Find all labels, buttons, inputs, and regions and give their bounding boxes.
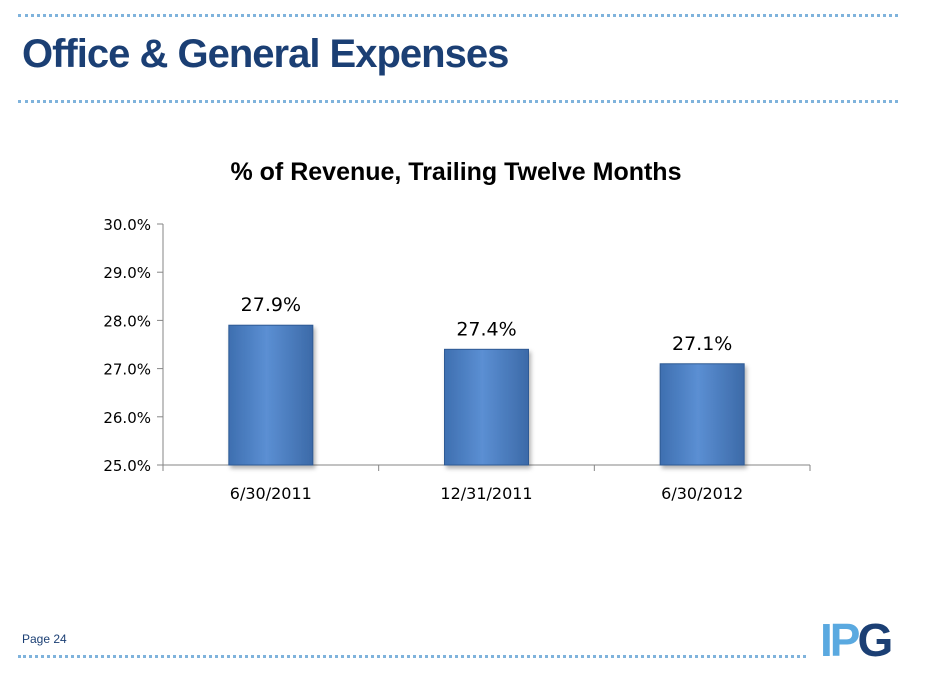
bar-data-label: 27.4% [456, 318, 516, 340]
bottom-dotted-divider [18, 655, 806, 658]
y-tick-label: 26.0% [103, 409, 151, 427]
bar [444, 348, 529, 466]
x-tick-label: 6/30/2012 [661, 484, 743, 503]
slide-title: Office & General Expenses [22, 32, 509, 76]
bar-data-label: 27.1% [672, 333, 732, 355]
svg-text:IPG: IPG [820, 615, 890, 663]
y-tick-label: 30.0% [103, 216, 151, 234]
bar-chart: % of Revenue, Trailing Twelve Months 25.… [103, 158, 811, 503]
bar [228, 324, 314, 466]
x-tick-label: 6/30/2011 [230, 484, 312, 503]
chart-title: % of Revenue, Trailing Twelve Months [230, 158, 681, 186]
ipg-logo: IPG [820, 615, 893, 663]
page-number: Page 24 [22, 632, 67, 646]
bar [659, 363, 745, 466]
title-dotted-divider [18, 100, 898, 103]
y-tick-label: 28.0% [103, 312, 151, 330]
x-tick-label: 12/31/2011 [440, 484, 532, 503]
top-dotted-divider [18, 14, 898, 17]
y-tick-label: 27.0% [103, 361, 151, 379]
bar-data-label: 27.9% [241, 294, 301, 316]
y-tick-label: 29.0% [103, 264, 151, 282]
y-tick-label: 25.0% [103, 457, 151, 475]
